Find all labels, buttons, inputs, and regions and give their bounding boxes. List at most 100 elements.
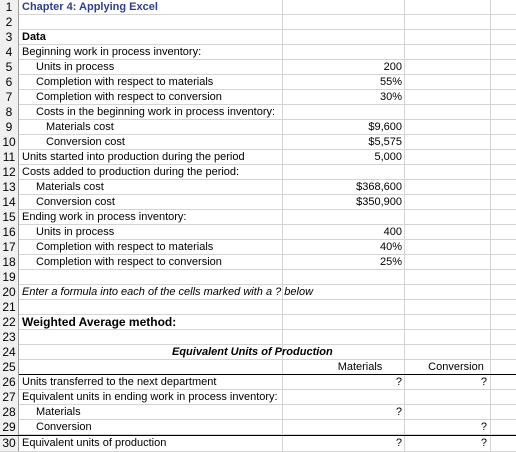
row-number: 12 — [0, 165, 19, 180]
row-number: 6 — [0, 75, 19, 90]
row-number: 26 — [0, 375, 19, 390]
bwip-costs-label[interactable]: Costs in the beginning work in process i… — [36, 106, 276, 118]
row-28: 28 Materials ? — [0, 405, 516, 420]
row-27: 27 Equivalent units in ending work in pr… — [0, 390, 516, 405]
instruction-text[interactable]: Enter a formula into each of the cells m… — [22, 286, 314, 298]
bwip-materials-completion-label[interactable]: Completion with respect to materials — [36, 76, 214, 88]
row-4: 4 Beginning work in process inventory: — [0, 45, 516, 60]
row-number: 1 — [0, 0, 19, 15]
row-10: 10 Conversion cost $5,575 — [0, 135, 516, 150]
eu-total-materials-input[interactable]: ? — [395, 437, 402, 449]
row-number: 15 — [0, 210, 19, 225]
ewip-materials-completion-label[interactable]: Completion with respect to materials — [36, 241, 214, 253]
materials-column-header[interactable]: Materials — [337, 361, 383, 373]
eu-total-label[interactable]: Equivalent units of production — [22, 437, 167, 449]
units-transferred-label[interactable]: Units transferred to the next department — [22, 376, 217, 388]
row-29: 29 Conversion ? — [0, 420, 516, 435]
bwip-units-value[interactable]: 200 — [383, 61, 402, 73]
added-materials-cost-label[interactable]: Materials cost — [36, 181, 104, 193]
row-7: 7 Completion with respect to conversion … — [0, 90, 516, 105]
column-divider — [282, 0, 283, 452]
row-number: 20 — [0, 285, 19, 300]
bwip-conversion-cost-value[interactable]: $5,575 — [368, 136, 402, 148]
row-30: 30 Equivalent units of production ? ? — [0, 435, 516, 452]
ewip-units-value[interactable]: 400 — [383, 226, 402, 238]
bwip-conversion-cost-label[interactable]: Conversion cost — [46, 136, 125, 148]
row-24: 24 Equivalent Units of Production — [0, 345, 516, 360]
row-number: 17 — [0, 240, 19, 255]
added-materials-cost-value[interactable]: $368,600 — [356, 181, 402, 193]
row-5: 5 Units in process 200 — [0, 60, 516, 75]
units-started-label[interactable]: Units started into production during the… — [22, 151, 245, 163]
row-number: 14 — [0, 195, 19, 210]
row-number: 7 — [0, 90, 19, 105]
added-conversion-cost-value[interactable]: $350,900 — [356, 196, 402, 208]
row-number: 11 — [0, 150, 19, 165]
row-22: 22 Weighted Average method: — [0, 315, 516, 330]
eu-ending-conversion-input[interactable]: ? — [480, 421, 487, 433]
row-number: 24 — [0, 345, 19, 360]
bwip-materials-completion-value[interactable]: 55% — [379, 76, 402, 88]
row-23: 23 — [0, 330, 516, 345]
row-2: 2 — [0, 15, 516, 30]
eu-ending-materials-input[interactable]: ? — [395, 406, 402, 418]
row-14: 14 Conversion cost $350,900 — [0, 195, 516, 210]
row-8: 8 Costs in the beginning work in process… — [0, 105, 516, 120]
row-number: 28 — [0, 405, 19, 420]
column-divider — [490, 0, 491, 452]
ewip-label[interactable]: Ending work in process inventory: — [22, 211, 187, 223]
row-number: 23 — [0, 330, 19, 345]
method-heading[interactable]: Weighted Average method: — [22, 315, 177, 329]
eu-total-conversion-input[interactable]: ? — [480, 437, 487, 449]
data-heading[interactable]: Data — [22, 31, 46, 43]
row-9: 9 Materials cost $9,600 — [0, 120, 516, 135]
row-number: 29 — [0, 420, 19, 435]
row-17: 17 Completion with respect to materials … — [0, 240, 516, 255]
units-transferred-conversion-input[interactable]: ? — [480, 376, 487, 388]
costs-added-label[interactable]: Costs added to production during the per… — [22, 166, 240, 178]
row-13: 13 Materials cost $368,600 — [0, 180, 516, 195]
added-conversion-cost-label[interactable]: Conversion cost — [36, 196, 115, 208]
row-number: 2 — [0, 15, 19, 30]
ewip-conversion-completion-label[interactable]: Completion with respect to conversion — [36, 256, 222, 268]
bwip-materials-cost-value[interactable]: $9,600 — [368, 121, 402, 133]
row-20: 20 Enter a formula into each of the cell… — [0, 285, 516, 300]
row-number: 30 — [0, 436, 19, 451]
row-21: 21 — [0, 300, 516, 315]
row-15: 15 Ending work in process inventory: — [0, 210, 516, 225]
conversion-column-header[interactable]: Conversion — [428, 361, 484, 373]
row-6: 6 Completion with respect to materials 5… — [0, 75, 516, 90]
sheet-title[interactable]: Chapter 4: Applying Excel — [22, 1, 158, 13]
row-number: 8 — [0, 105, 19, 120]
eu-ending-conversion-label[interactable]: Conversion — [36, 421, 92, 433]
row-number: 27 — [0, 390, 19, 405]
row-number: 9 — [0, 120, 19, 135]
bwip-materials-cost-label[interactable]: Materials cost — [46, 121, 114, 133]
row-number: 3 — [0, 30, 19, 45]
units-transferred-materials-input[interactable]: ? — [395, 376, 402, 388]
row-number: 4 — [0, 45, 19, 60]
row-number: 22 — [0, 315, 19, 330]
units-started-value[interactable]: 5,000 — [374, 151, 402, 163]
bwip-conversion-completion-label[interactable]: Completion with respect to conversion — [36, 91, 222, 103]
bwip-units-label[interactable]: Units in process — [36, 61, 115, 73]
row-number: 21 — [0, 300, 19, 315]
ewip-units-label[interactable]: Units in process — [36, 226, 115, 238]
row-3: 3 Data — [0, 30, 516, 45]
ewip-conversion-completion-value[interactable]: 25% — [379, 256, 402, 268]
row-number: 18 — [0, 255, 19, 270]
bwip-label[interactable]: Beginning work in process inventory: — [22, 46, 202, 58]
bwip-conversion-completion-value[interactable]: 30% — [379, 91, 402, 103]
row-18: 18 Completion with respect to conversion… — [0, 255, 516, 270]
eu-title[interactable]: Equivalent Units of Production — [172, 346, 333, 358]
column-divider — [404, 0, 405, 452]
row-number: 10 — [0, 135, 19, 150]
row-1: 1 Chapter 4: Applying Excel — [0, 0, 516, 15]
row-16: 16 Units in process 400 — [0, 225, 516, 240]
eu-ending-label[interactable]: Equivalent units in ending work in proce… — [22, 391, 278, 403]
row-11: 11 Units started into production during … — [0, 150, 516, 165]
eu-ending-materials-label[interactable]: Materials — [36, 406, 81, 418]
ewip-materials-completion-value[interactable]: 40% — [379, 241, 402, 253]
row-26: 26 Units transferred to the next departm… — [0, 375, 516, 390]
row-number: 19 — [0, 270, 19, 285]
